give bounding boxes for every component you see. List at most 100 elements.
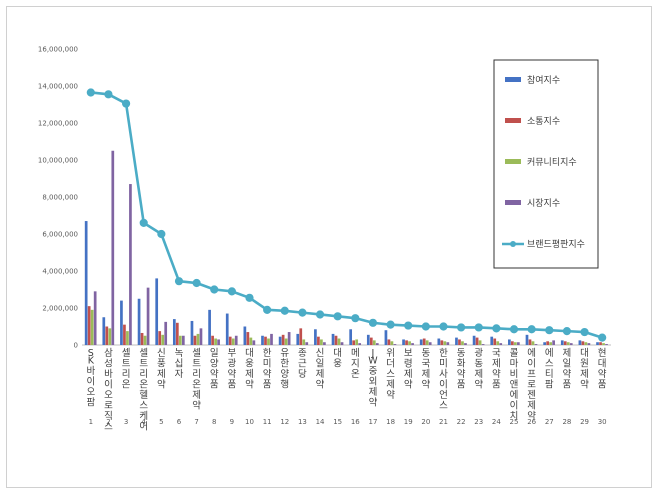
bar-4: [111, 150, 115, 345]
bar-series: [84, 150, 608, 345]
category-rank: 1: [89, 418, 93, 426]
bar-3: [143, 335, 147, 345]
line-series: [86, 88, 607, 342]
bar-2: [387, 339, 391, 345]
bar-3: [126, 331, 129, 345]
bar-1: [102, 317, 106, 345]
category-rank: 22: [457, 418, 466, 426]
bar-1: [172, 319, 176, 345]
bar-1: [296, 333, 300, 345]
bar-3: [320, 339, 323, 345]
bar-2: [546, 341, 549, 345]
category-rank: 12: [280, 418, 289, 426]
bar-4: [517, 342, 520, 345]
brand-index-point: [545, 326, 554, 335]
category-rank: 5: [159, 418, 163, 426]
category-rank: 4: [141, 418, 146, 426]
y-tick-label: 2,000,000: [42, 305, 78, 313]
bar-4: [234, 335, 238, 345]
legend-swatch: [505, 77, 521, 82]
brand-index-point: [439, 322, 448, 331]
legend-swatch: [505, 159, 521, 164]
bar-1: [208, 309, 211, 345]
bar-4: [393, 344, 397, 345]
category-rank: 9: [230, 418, 234, 426]
bar-2: [599, 342, 602, 345]
bar-4: [605, 344, 608, 345]
brand-index-point: [474, 323, 483, 332]
bar-2: [87, 306, 91, 345]
bar-3: [284, 338, 288, 345]
category-rank: 14: [316, 418, 325, 426]
legend-swatch: [505, 118, 521, 123]
bar-4: [428, 342, 432, 345]
bar-3: [549, 342, 552, 345]
bar-3: [355, 339, 359, 345]
bar-2: [175, 322, 179, 345]
bar-3: [337, 338, 341, 345]
bar-4: [358, 343, 362, 345]
bar-2: [123, 324, 126, 345]
bar-4: [375, 343, 379, 345]
bar-3: [372, 340, 376, 345]
y-tick-label: 4,000,000: [42, 268, 78, 276]
bar-1: [560, 340, 564, 345]
bar-1: [596, 342, 599, 345]
brand-index-point: [192, 278, 201, 288]
y-tick-label: 12,000,000: [38, 120, 78, 128]
brand-index-point: [333, 312, 342, 321]
bar-3: [584, 342, 588, 345]
bar-4: [287, 332, 291, 345]
brand-index-point: [351, 314, 360, 323]
bar-3: [602, 343, 605, 345]
category-rank: 11: [263, 418, 272, 426]
category-rank: 13: [298, 418, 307, 426]
bar-1: [384, 330, 388, 345]
category-rank: 16: [351, 418, 360, 426]
bar-1: [543, 342, 546, 345]
brand-index-point: [174, 277, 184, 286]
bar-2: [422, 338, 426, 345]
bar-1: [120, 300, 123, 345]
y-tick-label: 8,000,000: [42, 194, 78, 202]
bar-2: [193, 335, 197, 345]
bar-2: [475, 337, 479, 345]
bar-1: [225, 313, 229, 345]
bar-1: [490, 336, 494, 345]
category-rank: 18: [386, 418, 395, 426]
bar-4: [270, 333, 273, 345]
bar-2: [299, 328, 303, 345]
brand-index-point: [104, 90, 113, 99]
bar-2: [405, 340, 408, 345]
bar-2: [317, 336, 320, 345]
brand-index-point: [263, 305, 272, 314]
x-axis-categories: S K 바 이 오 팜 1 삼 성 바 이 오 로 직 스2 셀 트 리 온 3 셀 트 리 온 헬 스 케 어4 신 풍 제 약 5 녹 십 자 6 셀…: [86, 347, 606, 433]
bar-2: [105, 326, 109, 345]
bar-1: [578, 340, 582, 345]
bar-4: [569, 343, 573, 345]
bar-4: [481, 344, 485, 345]
bar-3: [267, 338, 270, 345]
bar-4: [552, 340, 555, 345]
bar-3: [161, 334, 165, 345]
bar-1: [419, 339, 423, 345]
y-tick-label: 14,000,000: [38, 83, 78, 91]
category-rank: 21: [439, 418, 448, 426]
bar-1: [402, 339, 405, 345]
bar-3: [408, 341, 411, 345]
bar-1: [349, 329, 353, 345]
bar-4: [464, 343, 467, 345]
legend-label: 커뮤니티지수: [527, 157, 577, 168]
